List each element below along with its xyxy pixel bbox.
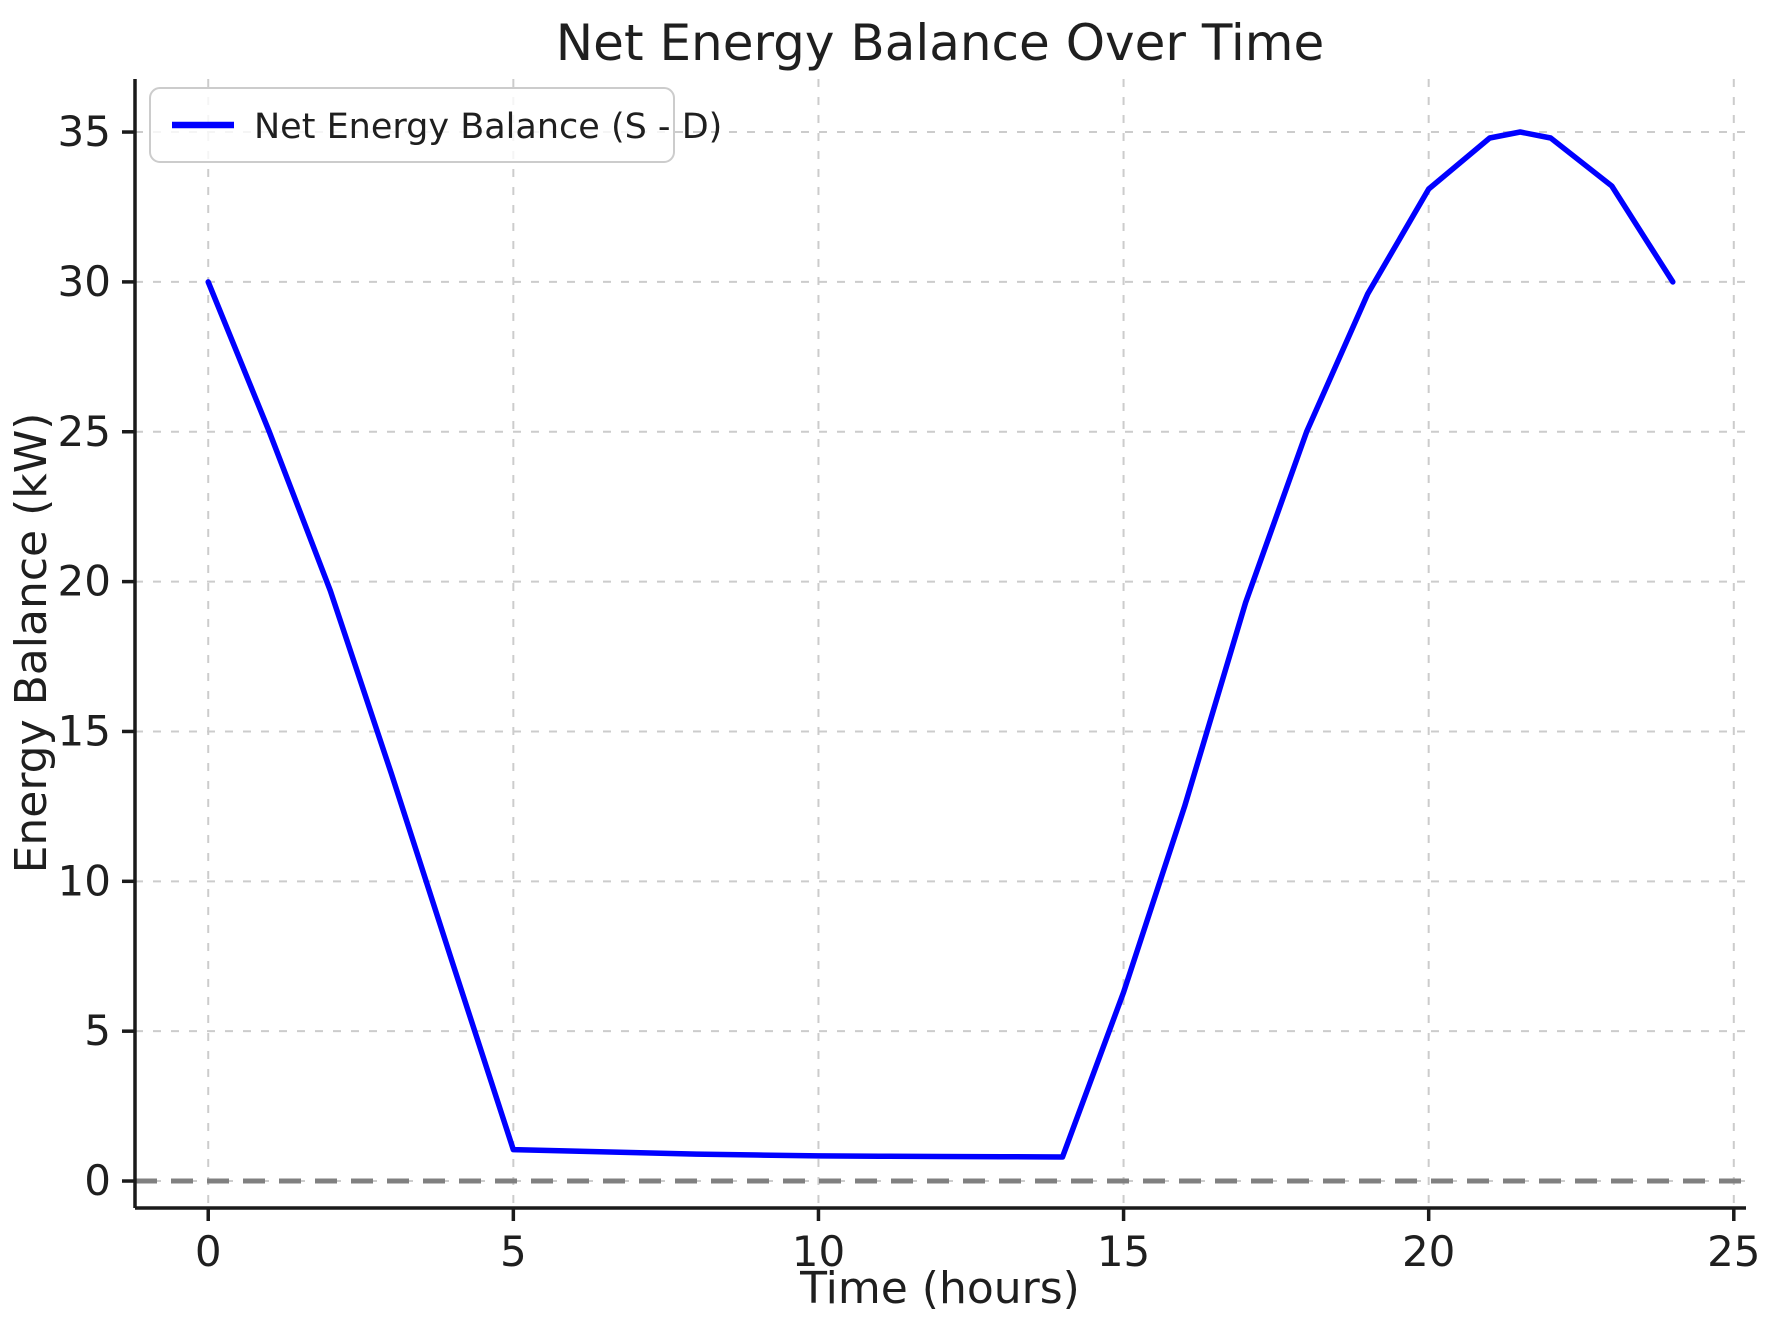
legend-entry-label: Net Energy Balance (S - D): [254, 107, 722, 147]
y-tick-label-25: 25: [58, 407, 111, 456]
y-tick-label-5: 5: [84, 1006, 111, 1055]
legend: Net Energy Balance (S - D): [149, 87, 722, 163]
chart-title: Net Energy Balance Over Time: [556, 14, 1324, 72]
x-axis-label: Time (hours): [799, 1263, 1080, 1314]
y-tick-label-0: 0: [84, 1156, 111, 1205]
x-tick-label-25: 25: [1707, 1227, 1760, 1276]
net-energy-balance-line: [205, 129, 1676, 1160]
y-tick-label-10: 10: [58, 856, 111, 905]
x-tick-label-10: 10: [792, 1227, 845, 1276]
axis-tick-labels: 0 5 10 15 20 25 0 5 10 15 20 25 30 35: [58, 107, 1761, 1276]
legend-box: [149, 87, 675, 163]
y-tick-label-20: 20: [58, 557, 111, 606]
x-tick-label-5: 5: [500, 1227, 527, 1276]
axes-spines: [133, 79, 1746, 1210]
y-tick-label-35: 35: [58, 107, 111, 156]
x-tick-label-20: 20: [1402, 1227, 1455, 1276]
x-tick-label-15: 15: [1097, 1227, 1150, 1276]
y-tick-label-30: 30: [58, 257, 111, 306]
y-tick-label-15: 15: [58, 706, 111, 755]
axis-ticks: [122, 130, 1736, 1221]
y-axis-label: Energy Balance (kW): [6, 413, 57, 874]
gridlines: [135, 79, 1746, 1208]
x-tick-label-0: 0: [195, 1227, 222, 1276]
